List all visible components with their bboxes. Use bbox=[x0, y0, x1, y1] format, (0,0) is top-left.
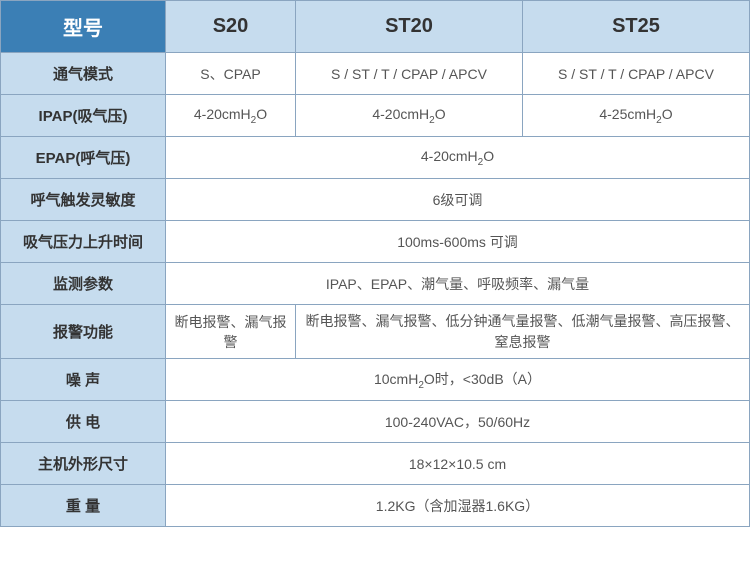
label-dimensions: 主机外形尺寸 bbox=[1, 443, 166, 485]
value-noise: 10cmH2O时，<30dB（A） bbox=[166, 359, 750, 401]
value-ventilation-st20: S / ST / T / CPAP / APCV bbox=[296, 53, 523, 95]
row-monitor-params: 监测参数 IPAP、EPAP、潮气量、呼吸频率、漏气量 bbox=[1, 263, 750, 305]
row-power: 供 电 100-240VAC，50/60Hz bbox=[1, 401, 750, 443]
label-epap: EPAP(呼气压) bbox=[1, 137, 166, 179]
value-power: 100-240VAC，50/60Hz bbox=[166, 401, 750, 443]
value-weight: 1.2KG（含加湿器1.6KG） bbox=[166, 485, 750, 527]
label-power: 供 电 bbox=[1, 401, 166, 443]
label-trigger-sensitivity: 呼气触发灵敏度 bbox=[1, 179, 166, 221]
header-model-0: S20 bbox=[166, 1, 296, 53]
value-ipap-st20: 4-20cmH2O bbox=[296, 95, 523, 137]
value-trigger-sensitivity: 6级可调 bbox=[166, 179, 750, 221]
spec-table: 型号 S20 ST20 ST25 通气模式 S、CPAP S / ST / T … bbox=[0, 0, 750, 527]
row-trigger-sensitivity: 呼气触发灵敏度 6级可调 bbox=[1, 179, 750, 221]
value-ventilation-st25: S / ST / T / CPAP / APCV bbox=[522, 53, 749, 95]
value-rise-time: 100ms-600ms 可调 bbox=[166, 221, 750, 263]
header-type-label: 型号 bbox=[1, 1, 166, 53]
value-epap: 4-20cmH2O bbox=[166, 137, 750, 179]
value-ipap-s20: 4-20cmH2O bbox=[166, 95, 296, 137]
row-ventilation-mode: 通气模式 S、CPAP S / ST / T / CPAP / APCV S /… bbox=[1, 53, 750, 95]
value-alarm-s20: 断电报警、漏气报警 bbox=[166, 305, 296, 359]
value-dimensions: 18×12×10.5 cm bbox=[166, 443, 750, 485]
value-ipap-st25: 4-25cmH2O bbox=[522, 95, 749, 137]
row-rise-time: 吸气压力上升时间 100ms-600ms 可调 bbox=[1, 221, 750, 263]
label-rise-time: 吸气压力上升时间 bbox=[1, 221, 166, 263]
label-weight: 重 量 bbox=[1, 485, 166, 527]
header-model-2: ST25 bbox=[522, 1, 749, 53]
value-monitor-params: IPAP、EPAP、潮气量、呼吸频率、漏气量 bbox=[166, 263, 750, 305]
row-noise: 噪 声 10cmH2O时，<30dB（A） bbox=[1, 359, 750, 401]
label-alarm: 报警功能 bbox=[1, 305, 166, 359]
row-dimensions: 主机外形尺寸 18×12×10.5 cm bbox=[1, 443, 750, 485]
label-noise: 噪 声 bbox=[1, 359, 166, 401]
label-ventilation-mode: 通气模式 bbox=[1, 53, 166, 95]
value-alarm-st: 断电报警、漏气报警、低分钟通气量报警、低潮气量报警、高压报警、窒息报警 bbox=[296, 305, 750, 359]
label-ipap: IPAP(吸气压) bbox=[1, 95, 166, 137]
header-model-1: ST20 bbox=[296, 1, 523, 53]
row-ipap: IPAP(吸气压) 4-20cmH2O 4-20cmH2O 4-25cmH2O bbox=[1, 95, 750, 137]
row-epap: EPAP(呼气压) 4-20cmH2O bbox=[1, 137, 750, 179]
label-monitor-params: 监测参数 bbox=[1, 263, 166, 305]
row-weight: 重 量 1.2KG（含加湿器1.6KG） bbox=[1, 485, 750, 527]
header-row: 型号 S20 ST20 ST25 bbox=[1, 1, 750, 53]
row-alarm: 报警功能 断电报警、漏气报警 断电报警、漏气报警、低分钟通气量报警、低潮气量报警… bbox=[1, 305, 750, 359]
value-ventilation-s20: S、CPAP bbox=[166, 53, 296, 95]
